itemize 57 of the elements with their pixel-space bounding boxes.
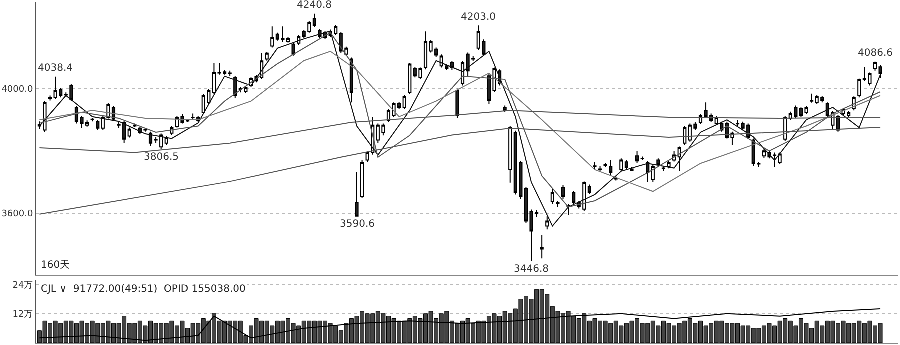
candlestick xyxy=(878,64,882,78)
annotation: 3446.8 xyxy=(514,264,549,275)
annotation: 3590.6 xyxy=(340,219,375,230)
candlestick xyxy=(858,78,862,98)
candlestick xyxy=(598,166,602,173)
candlestick xyxy=(350,57,354,104)
annotation: 4203.0 xyxy=(461,12,496,23)
candlestick xyxy=(604,162,608,168)
candlestick xyxy=(810,93,814,104)
candlestick xyxy=(609,160,613,176)
candlestick xyxy=(588,184,592,195)
annotation: 160天 xyxy=(41,260,70,271)
y-tick-label: 12万 xyxy=(12,310,34,320)
candlestick xyxy=(593,162,597,170)
candlestick xyxy=(90,118,94,122)
candlestick xyxy=(656,158,660,168)
candlestick xyxy=(456,88,460,119)
y-tick-label: 4000.0 xyxy=(2,85,34,96)
candlestick xyxy=(667,160,671,170)
y-tick-label: 3600.0 xyxy=(2,210,34,220)
candlestick xyxy=(873,61,878,72)
candlestick xyxy=(550,188,554,205)
candlestick xyxy=(556,200,560,208)
candlestick xyxy=(96,120,100,130)
candlestick xyxy=(128,127,132,138)
candlestick xyxy=(640,156,644,162)
candlestick xyxy=(683,126,687,146)
candlestick xyxy=(662,166,666,172)
candlestick xyxy=(651,164,655,183)
annotation: 4038.4 xyxy=(38,63,73,74)
y-tick-label: 24万 xyxy=(12,280,34,291)
candlestick xyxy=(635,150,640,164)
candlestick xyxy=(624,160,628,170)
candlestick xyxy=(312,13,316,28)
candlestick xyxy=(566,204,570,216)
candlestick xyxy=(408,62,412,95)
candlestick xyxy=(546,216,550,230)
candlestick xyxy=(572,190,576,206)
candlestick xyxy=(228,70,232,77)
annotation: 3806.5 xyxy=(144,152,179,163)
candlestick xyxy=(540,234,544,260)
candlestick xyxy=(48,95,52,102)
candlestick xyxy=(508,126,512,184)
candlestick xyxy=(678,146,682,172)
candlestick xyxy=(402,94,406,110)
candlestick xyxy=(270,26,274,48)
candlestick xyxy=(360,160,364,199)
annotation: CJL ∨ 91772.00(49:51) OPID 155038.00 xyxy=(41,284,246,295)
candlestick xyxy=(736,120,740,127)
candlestick xyxy=(292,42,296,56)
candlestick xyxy=(620,158,624,172)
candlestick xyxy=(355,172,359,217)
annotation: 4240.8 xyxy=(297,0,332,11)
candlestick xyxy=(561,184,566,200)
candlestick xyxy=(265,52,269,62)
annotation: 4086.6 xyxy=(858,48,893,59)
candlestick xyxy=(148,131,153,147)
